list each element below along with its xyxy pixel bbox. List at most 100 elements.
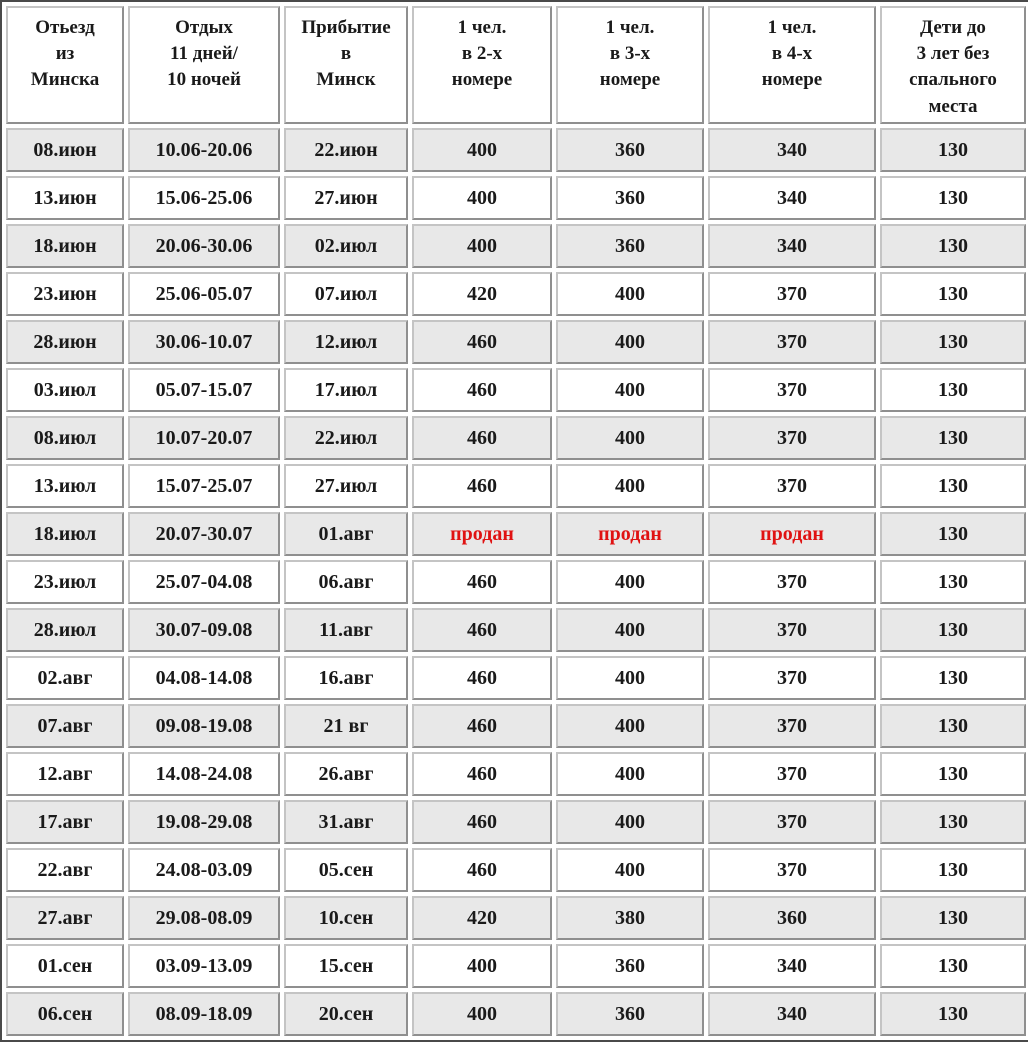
cell-child-price: 130 [880,464,1026,508]
cell-price-quad-room: 370 [708,272,876,316]
table-row: 06.сен 08.09-18.09 20.сен 400 360 340 130 [6,992,1026,1036]
cell-price-triple-room: 400 [556,848,704,892]
cell-departure-date: 27.авг [6,896,124,940]
cell-price-triple-room: 400 [556,656,704,700]
table-body: 08.июн 10.06-20.06 22.июн 400 360 340 130 13.ию… [6,128,1026,1036]
cell-child-price: 130 [880,752,1026,796]
cell-price-double-room: 400 [412,224,552,268]
cell-child-price: 130 [880,128,1026,172]
cell-arrival-date: 06.авг [284,560,408,604]
cell-departure-date: 13.июл [6,464,124,508]
table-row: 12.авг 14.08-24.08 26.авг 460 400 370 130 [6,752,1026,796]
cell-price-double-room: 400 [412,944,552,988]
cell-price-triple-room: 400 [556,608,704,652]
cell-vacation-period: 05.07-15.07 [128,368,280,412]
cell-departure-date: 13.июн [6,176,124,220]
cell-vacation-period: 25.07-04.08 [128,560,280,604]
cell-arrival-date: 05.сен [284,848,408,892]
cell-child-price: 130 [880,656,1026,700]
table-row: 28.июл 30.07-09.08 11.авг 460 400 370 130 [6,608,1026,652]
cell-vacation-period: 30.06-10.07 [128,320,280,364]
table-row: 08.июн 10.06-20.06 22.июн 400 360 340 130 [6,128,1026,172]
cell-arrival-date: 16.авг [284,656,408,700]
cell-departure-date: 22.авг [6,848,124,892]
cell-price-quad-room: 340 [708,944,876,988]
cell-departure-date: 02.авг [6,656,124,700]
cell-vacation-period: 20.06-30.06 [128,224,280,268]
cell-price-triple-room: 400 [556,704,704,748]
cell-departure-date: 08.июн [6,128,124,172]
cell-arrival-date: 31.авг [284,800,408,844]
cell-arrival-date: 27.июл [284,464,408,508]
table-row: 22.авг 24.08-03.09 05.сен 460 400 370 130 [6,848,1026,892]
cell-departure-date: 08.июл [6,416,124,460]
cell-child-price: 130 [880,944,1026,988]
cell-child-price: 130 [880,176,1026,220]
cell-child-price: 130 [880,704,1026,748]
column-header-arrival-to-minsk: Прибытие в Минск [284,6,408,124]
cell-price-double-room: 460 [412,848,552,892]
table-row: 18.июн 20.06-30.06 02.июл 400 360 340 130 [6,224,1026,268]
cell-vacation-period: 15.06-25.06 [128,176,280,220]
cell-departure-date: 23.июн [6,272,124,316]
cell-price-triple-room: 360 [556,944,704,988]
table-row: 08.июл 10.07-20.07 22.июл 460 400 370 130 [6,416,1026,460]
cell-price-double-room: 460 [412,704,552,748]
cell-price-quad-room: 370 [708,464,876,508]
cell-price-triple-room: 400 [556,416,704,460]
cell-price-quad-room: 370 [708,752,876,796]
cell-price-double-room: 460 [412,752,552,796]
cell-price-double-room: 400 [412,128,552,172]
column-header-price-quad-room: 1 чел. в 4-х номере [708,6,876,124]
cell-vacation-period: 20.07-30.07 [128,512,280,556]
table-row: 23.июн 25.06-05.07 07.июл 420 400 370 130 [6,272,1026,316]
cell-price-double-room: 460 [412,368,552,412]
cell-vacation-period: 03.09-13.09 [128,944,280,988]
cell-departure-date: 03.июл [6,368,124,412]
table-row: 13.июн 15.06-25.06 27.июн 400 360 340 130 [6,176,1026,220]
cell-arrival-date: 07.июл [284,272,408,316]
cell-arrival-date: 12.июл [284,320,408,364]
cell-arrival-date: 22.июл [284,416,408,460]
cell-price-double-room: 460 [412,656,552,700]
cell-child-price: 130 [880,848,1026,892]
cell-vacation-period: 10.06-20.06 [128,128,280,172]
cell-price-triple-room: 400 [556,752,704,796]
cell-price-triple-room: 380 [556,896,704,940]
table-header: Отьезд из Минска Отдых 11 дней/ 10 ночей… [6,6,1026,124]
cell-price-double-room: 460 [412,800,552,844]
cell-arrival-date: 15.сен [284,944,408,988]
cell-price-triple-room: 400 [556,272,704,316]
cell-arrival-date: 20.сен [284,992,408,1036]
cell-price-triple-room: 360 [556,128,704,172]
cell-arrival-date: 01.авг [284,512,408,556]
cell-price-quad-room: продан [708,512,876,556]
cell-price-double-room: 460 [412,320,552,364]
cell-departure-date: 28.июл [6,608,124,652]
cell-departure-date: 07.авг [6,704,124,748]
cell-price-double-room: продан [412,512,552,556]
table-row: 18.июл 20.07-30.07 01.авг продан продан прода… [6,512,1026,556]
table-row: 01.сен 03.09-13.09 15.сен 400 360 340 130 [6,944,1026,988]
cell-vacation-period: 25.06-05.07 [128,272,280,316]
cell-departure-date: 12.авг [6,752,124,796]
table-row: 13.июл 15.07-25.07 27.июл 460 400 370 130 [6,464,1026,508]
cell-vacation-period: 24.08-03.09 [128,848,280,892]
cell-vacation-period: 30.07-09.08 [128,608,280,652]
cell-vacation-period: 19.08-29.08 [128,800,280,844]
cell-arrival-date: 02.июл [284,224,408,268]
cell-vacation-period: 09.08-19.08 [128,704,280,748]
cell-vacation-period: 04.08-14.08 [128,656,280,700]
cell-departure-date: 28.июн [6,320,124,364]
cell-price-quad-room: 370 [708,560,876,604]
cell-child-price: 130 [880,608,1026,652]
cell-price-quad-room: 370 [708,848,876,892]
cell-price-double-room: 460 [412,608,552,652]
cell-price-triple-room: 360 [556,992,704,1036]
cell-price-double-room: 420 [412,896,552,940]
cell-price-double-room: 400 [412,176,552,220]
cell-departure-date: 18.июл [6,512,124,556]
cell-price-triple-room: 400 [556,368,704,412]
cell-price-double-room: 460 [412,560,552,604]
table-row: 17.авг 19.08-29.08 31.авг 460 400 370 130 [6,800,1026,844]
